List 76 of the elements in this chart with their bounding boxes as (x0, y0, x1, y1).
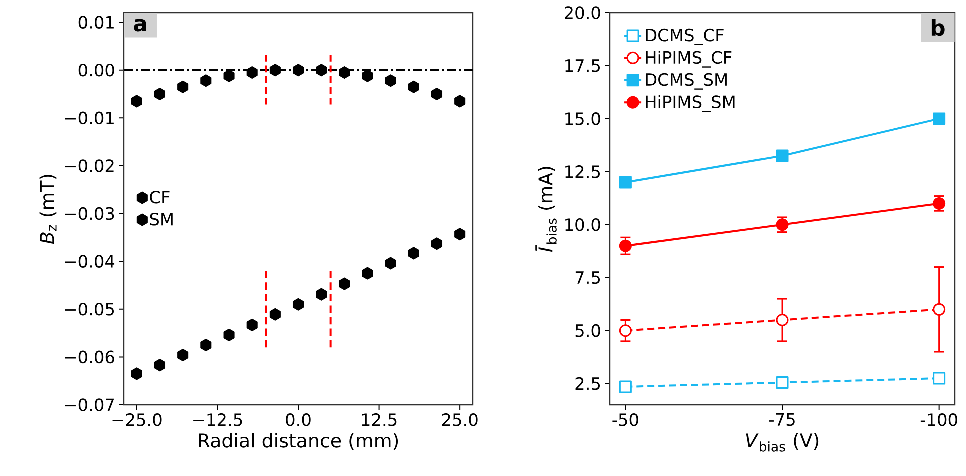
y-tick-label: 0.00 (78, 64, 114, 77)
point (362, 267, 374, 280)
y-tick-label: −0.04 (65, 255, 115, 268)
y-tick-label: 10.0 (566, 218, 600, 232)
point (619, 176, 632, 189)
point (619, 380, 632, 394)
point (200, 74, 212, 88)
point (224, 70, 235, 82)
point (246, 318, 258, 332)
y-tick-label: 7.5 (576, 272, 600, 284)
x-tick-label: −25.0 (112, 414, 162, 426)
x-tick-label: -50 (612, 414, 638, 426)
point (408, 80, 420, 94)
legend-label: HiPIMS_SM (646, 95, 735, 112)
x-tick-label: 25.0 (442, 414, 478, 426)
y-tick-label: −0.03 (65, 207, 114, 220)
x-tick-label: -100 (920, 414, 958, 426)
point (270, 308, 281, 321)
x-tick-label: 12.5 (362, 414, 397, 426)
point (178, 349, 189, 362)
point (131, 368, 142, 380)
legend-label: CF (150, 190, 170, 204)
legend-label: HiPIMS_CF (646, 50, 732, 68)
legend-label: DCMS_CF (646, 28, 724, 46)
x-tick-label: −12.5 (194, 414, 242, 426)
point (431, 238, 443, 250)
y-tick-label: 5.0 (576, 324, 600, 338)
point (933, 372, 946, 385)
point (776, 150, 789, 162)
y-tick-label: 15.0 (566, 112, 600, 126)
point (339, 66, 350, 80)
y-tick-label: 17.5 (566, 60, 600, 72)
x-axis-title: V$_{bias}$ (V) (746, 433, 819, 452)
point (385, 257, 396, 270)
legend-label: DCMS_SM (646, 73, 727, 90)
point (270, 64, 281, 77)
point (454, 95, 466, 108)
y-tick-label: 2.5 (576, 377, 600, 390)
y-tick-label: 0.01 (78, 16, 114, 29)
point (339, 278, 350, 290)
point (200, 338, 212, 352)
y-axis-title: Ī$_{bias}$ (mA) (536, 167, 557, 252)
point (619, 324, 632, 338)
x-axis-title: Radial distance (mm) (199, 433, 398, 450)
point (454, 228, 466, 241)
x-tick-label: 0.0 (286, 414, 311, 426)
point (154, 359, 166, 372)
point (776, 314, 789, 326)
annotation: a (134, 19, 146, 32)
point (316, 288, 328, 301)
point (224, 328, 235, 342)
point (292, 298, 304, 311)
point (246, 66, 258, 80)
point (776, 376, 789, 389)
y-tick-label: −0.02 (65, 160, 114, 172)
legend-label: SM (150, 212, 173, 226)
point (408, 247, 420, 260)
point (316, 64, 328, 77)
y-axis-title: B$_{z}$ (mT) (40, 175, 57, 244)
annotation: b (932, 19, 945, 36)
point (933, 303, 946, 316)
y-tick-label: −0.05 (65, 302, 114, 316)
y-tick-label: −0.07 (65, 398, 114, 412)
y-tick-label: −0.01 (65, 112, 114, 125)
point (178, 80, 189, 94)
point (154, 88, 166, 101)
point (431, 88, 443, 101)
y-tick-label: 12.5 (566, 166, 600, 178)
point (292, 64, 304, 77)
y-tick-label: 20.0 (565, 6, 600, 20)
y-tick-label: −0.06 (65, 350, 114, 364)
point (385, 74, 396, 88)
point (362, 70, 374, 82)
point (131, 95, 142, 108)
point (933, 112, 946, 126)
x-tick-label: -75 (770, 414, 795, 426)
